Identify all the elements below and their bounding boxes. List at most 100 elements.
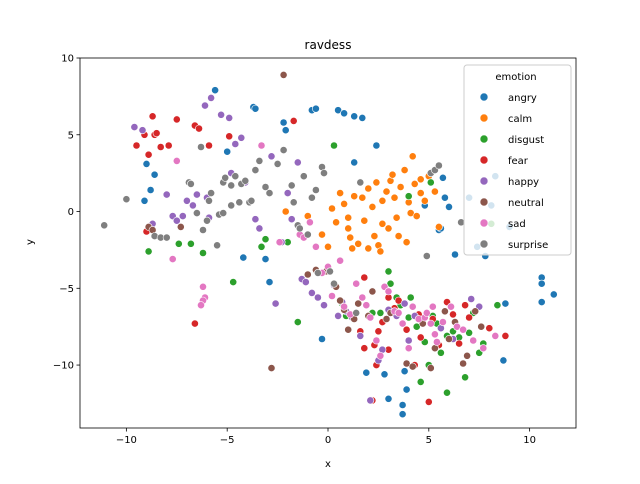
legend: emotion angry calm disgust fear happy neutral… xyxy=(463,64,572,256)
data-point-fear xyxy=(225,132,234,141)
data-point-calm xyxy=(344,213,353,222)
legend-item-neutral: neutral xyxy=(479,197,544,209)
data-point-disgust xyxy=(384,267,393,276)
data-point-disgust xyxy=(386,279,395,288)
data-point-sad xyxy=(384,287,393,296)
data-point-calm xyxy=(420,196,429,205)
data-point-fear xyxy=(402,325,411,334)
data-point-calm xyxy=(430,187,439,196)
data-point-happy xyxy=(188,201,197,210)
data-point-happy xyxy=(237,133,246,142)
data-point-neutral xyxy=(402,359,411,368)
legend-marker xyxy=(479,92,489,102)
legend-item-fear: fear xyxy=(479,155,529,167)
data-point-calm xyxy=(382,187,391,196)
y-axis-label: y xyxy=(25,239,36,245)
data-point-disgust xyxy=(443,388,451,397)
legend-item-sad: sad xyxy=(479,218,526,230)
data-point-angry xyxy=(350,158,359,167)
data-point-angry xyxy=(150,170,159,179)
data-point-neutral xyxy=(445,335,453,343)
data-point-surprise xyxy=(235,198,244,207)
data-point-sad xyxy=(376,351,385,360)
data-point-happy xyxy=(251,215,260,224)
data-point-happy xyxy=(201,101,209,110)
data-point-happy xyxy=(130,123,139,131)
legend-label: calm xyxy=(508,114,532,125)
data-point-happy xyxy=(283,189,292,197)
data-point-angry xyxy=(380,370,389,379)
x-tick-label: −5 xyxy=(220,435,235,446)
data-point-disgust xyxy=(293,318,302,326)
data-point-happy xyxy=(182,196,191,205)
data-point-fear xyxy=(152,129,161,138)
data-point-fear xyxy=(195,124,203,133)
y-tick-label: 10 xyxy=(61,54,74,65)
data-point-angry xyxy=(334,106,342,115)
data-point-calm xyxy=(364,244,373,253)
data-point-calm xyxy=(390,193,399,202)
data-point-sad xyxy=(372,336,381,345)
data-point-angry xyxy=(265,278,274,286)
legend-marker xyxy=(479,113,489,123)
data-point-surprise xyxy=(299,172,308,181)
data-point-surprise xyxy=(313,268,322,277)
data-point-happy xyxy=(293,158,302,167)
data-point-sad xyxy=(404,344,413,353)
data-point-angry xyxy=(398,401,407,409)
data-point-fear xyxy=(190,319,199,328)
data-point-angry xyxy=(537,279,546,288)
data-point-calm xyxy=(376,247,385,256)
y-tick-label: −10 xyxy=(53,361,74,372)
data-point-neutral xyxy=(471,307,480,316)
data-point-angry xyxy=(445,202,453,211)
data-point-disgust xyxy=(426,178,435,187)
data-point-surprise xyxy=(251,166,260,174)
data-point-neutral xyxy=(477,322,486,331)
data-point-surprise xyxy=(265,189,274,197)
series-sad xyxy=(168,141,500,360)
data-point-angry xyxy=(251,104,260,113)
legend-item-happy: happy xyxy=(479,176,539,188)
legend-items: angry calm disgust fear happy neutral sad surpr… xyxy=(479,92,548,251)
data-point-sad xyxy=(275,238,284,247)
data-point-calm xyxy=(354,239,363,248)
data-point-sad xyxy=(172,156,181,165)
data-point-neutral xyxy=(368,287,377,296)
data-point-surprise xyxy=(295,224,304,233)
data-point-angry xyxy=(279,118,288,127)
data-point-sad xyxy=(197,301,205,310)
data-point-calm xyxy=(346,233,355,242)
data-point-sad xyxy=(432,338,441,346)
data-point-neutral xyxy=(408,362,417,371)
data-point-fear xyxy=(461,301,469,310)
data-point-calm xyxy=(328,204,336,213)
y-tick-label: −5 xyxy=(59,284,74,295)
data-point-fear xyxy=(416,333,425,342)
data-point-disgust xyxy=(436,348,445,357)
x-tick-label: 5 xyxy=(426,435,432,446)
data-point-fear xyxy=(172,115,181,124)
data-point-angry xyxy=(239,253,248,262)
data-point-disgust xyxy=(229,278,238,286)
data-point-calm xyxy=(360,216,369,225)
data-point-calm xyxy=(344,224,353,233)
data-point-angry xyxy=(311,104,320,113)
data-point-calm xyxy=(416,189,425,197)
data-point-surprise xyxy=(287,181,296,190)
data-point-fear xyxy=(132,141,141,150)
data-point-neutral xyxy=(303,270,312,279)
legend-label: fear xyxy=(508,156,529,167)
legend-marker xyxy=(479,218,489,228)
data-point-sad xyxy=(362,301,371,310)
data-point-sad xyxy=(408,302,417,311)
data-point-neutral xyxy=(382,315,391,323)
data-point-calm xyxy=(340,199,348,208)
data-point-happy xyxy=(162,190,171,199)
data-point-happy xyxy=(356,331,365,340)
data-point-surprise xyxy=(203,216,211,225)
chart-title: ravdess xyxy=(305,38,352,52)
data-point-sad xyxy=(366,313,375,322)
